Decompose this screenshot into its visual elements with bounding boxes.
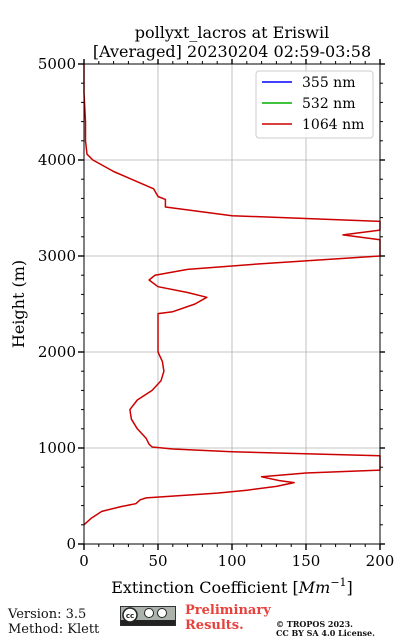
x-tick-label: 200 xyxy=(366,552,395,570)
svg-text:cc: cc xyxy=(126,612,134,620)
legend-box xyxy=(255,70,374,139)
x-axis-label-prefix: Extinction Coefficient xyxy=(111,578,292,597)
method-text: Method: Klett xyxy=(8,622,100,637)
x-tick-label: 150 xyxy=(292,552,321,570)
legend-entries: 355 nm 532 nm 1064 nm xyxy=(262,75,364,133)
x-tick-label: 50 xyxy=(148,552,167,570)
chart-title-line1: pollyxt_lacros at Eriswil xyxy=(135,23,329,42)
grid xyxy=(84,64,380,544)
y-tick-label: 1000 xyxy=(38,439,76,457)
preliminary-line2: Results. xyxy=(185,618,244,633)
legend-label-1: 532 nm xyxy=(302,96,355,112)
y-tick-label: 0 xyxy=(66,535,76,553)
copyright-line1: © TROPOS 2023. xyxy=(276,619,353,629)
legend-label-2: 1064 nm xyxy=(302,117,364,133)
cc-by-sa-icon: cc xyxy=(120,606,176,626)
x-axis-label-bracket-open: [ xyxy=(293,578,299,597)
chart-title-line2: [Averaged] 20230204 02:59-03:58 xyxy=(93,42,371,61)
preliminary-line1: Preliminary xyxy=(185,603,271,618)
series-lines xyxy=(83,64,381,526)
y-axis-label: Height (m) xyxy=(9,260,28,348)
x-axis-label-bracket-close: ] xyxy=(347,578,353,597)
y-tick-label: 4000 xyxy=(38,151,76,169)
legend-label-0: 355 nm xyxy=(302,75,355,91)
x-axis-label-exponent: −1 xyxy=(330,576,346,589)
y-tick-label: 3000 xyxy=(38,247,76,265)
x-axis-label: Extinction Coefficient [Mm−1] xyxy=(111,576,353,597)
series-line-2 xyxy=(83,64,381,526)
y-tick-label: 5000 xyxy=(38,55,76,73)
x-tick-label: 0 xyxy=(79,552,89,570)
y-tick-label: 2000 xyxy=(38,343,76,361)
copyright-line2: CC BY SA 4.0 License. xyxy=(276,628,375,638)
x-axis-label-unit: Mm xyxy=(298,578,331,597)
version-text: Version: 3.5 xyxy=(8,607,87,622)
x-tick-label: 100 xyxy=(218,552,247,570)
legend: 355 nm 532 nm 1064 nm xyxy=(255,70,374,139)
